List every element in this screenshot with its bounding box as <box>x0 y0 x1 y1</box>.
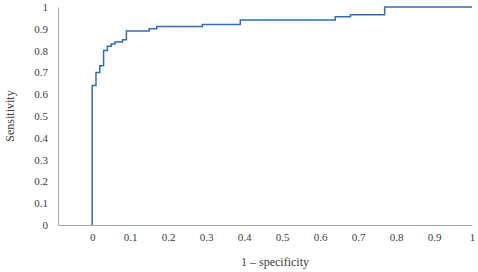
y-tick: 0 <box>43 219 59 231</box>
x-axis: 0 0.1 0.2 0.3 0.4 0.5 0.6 0.7 0.8 0.9 1 <box>59 225 476 243</box>
y-tick: 0.4 <box>34 132 58 144</box>
y-tick: 0.2 <box>34 175 58 187</box>
x-tick-label: 0.6 <box>314 231 328 243</box>
y-tick-label: 0.2 <box>34 175 48 187</box>
x-axis-title: 1 – specificity <box>241 255 309 269</box>
x-tick-label: 1 <box>470 231 476 243</box>
x-tick-label: 0.3 <box>200 231 214 243</box>
plot-area <box>92 7 472 225</box>
x-tick: 0 <box>90 225 96 243</box>
y-tick-label: 0.5 <box>34 110 48 122</box>
x-tick: 0.7 <box>352 225 366 243</box>
y-tick-label: 0.6 <box>34 88 48 100</box>
y-axis-line <box>58 8 59 226</box>
y-tick-label: 0.7 <box>34 66 48 78</box>
x-tick: 0.4 <box>238 225 252 243</box>
x-tick: 1 <box>470 225 476 243</box>
x-tick-label: 0 <box>90 231 96 243</box>
y-tick: 0.1 <box>34 197 58 209</box>
y-tick: 0.7 <box>34 66 58 78</box>
x-tick-label: 0.9 <box>428 231 442 243</box>
y-axis: 0 0.1 0.2 0.3 0.4 0.5 0.6 0.7 0.8 0.9 1 <box>34 1 58 231</box>
x-tick: 0.6 <box>314 225 328 243</box>
x-tick-label: 0.2 <box>162 231 176 243</box>
x-tick-label: 0.7 <box>352 231 366 243</box>
y-tick: 0.5 <box>34 110 58 122</box>
x-tick-label: 0.5 <box>276 231 290 243</box>
y-tick-label: 0.8 <box>34 45 48 57</box>
y-tick: 1 <box>43 1 59 13</box>
chart: 00.10.20.30.40.50.60.70.80.9100.10.20.30… <box>0 0 478 272</box>
x-tick-label: 0.8 <box>390 231 404 243</box>
x-tick: 0.5 <box>276 225 290 243</box>
y-tick-label: 0.1 <box>34 197 48 209</box>
roc-line <box>92 7 472 225</box>
y-tick: 0.9 <box>34 23 58 35</box>
x-tick-label: 0.4 <box>238 231 252 243</box>
x-tick-label: 0.1 <box>124 231 138 243</box>
x-tick: 0.1 <box>124 225 138 243</box>
y-tick-label: 0.9 <box>34 23 48 35</box>
y-tick-label: 1 <box>43 1 49 13</box>
x-tick: 0.3 <box>200 225 214 243</box>
y-axis-title: Sensitivity <box>3 90 17 141</box>
y-tick-label: 0 <box>43 219 49 231</box>
x-axis-line <box>59 225 473 226</box>
x-tick: 0.9 <box>428 225 442 243</box>
y-tick-label: 0.4 <box>34 132 48 144</box>
y-tick-label: 0.3 <box>34 154 48 166</box>
y-tick: 0.8 <box>34 45 58 57</box>
y-tick: 0.6 <box>34 88 58 100</box>
y-tick: 0.3 <box>34 154 58 166</box>
x-tick: 0.8 <box>390 225 404 243</box>
x-tick: 0.2 <box>162 225 176 243</box>
